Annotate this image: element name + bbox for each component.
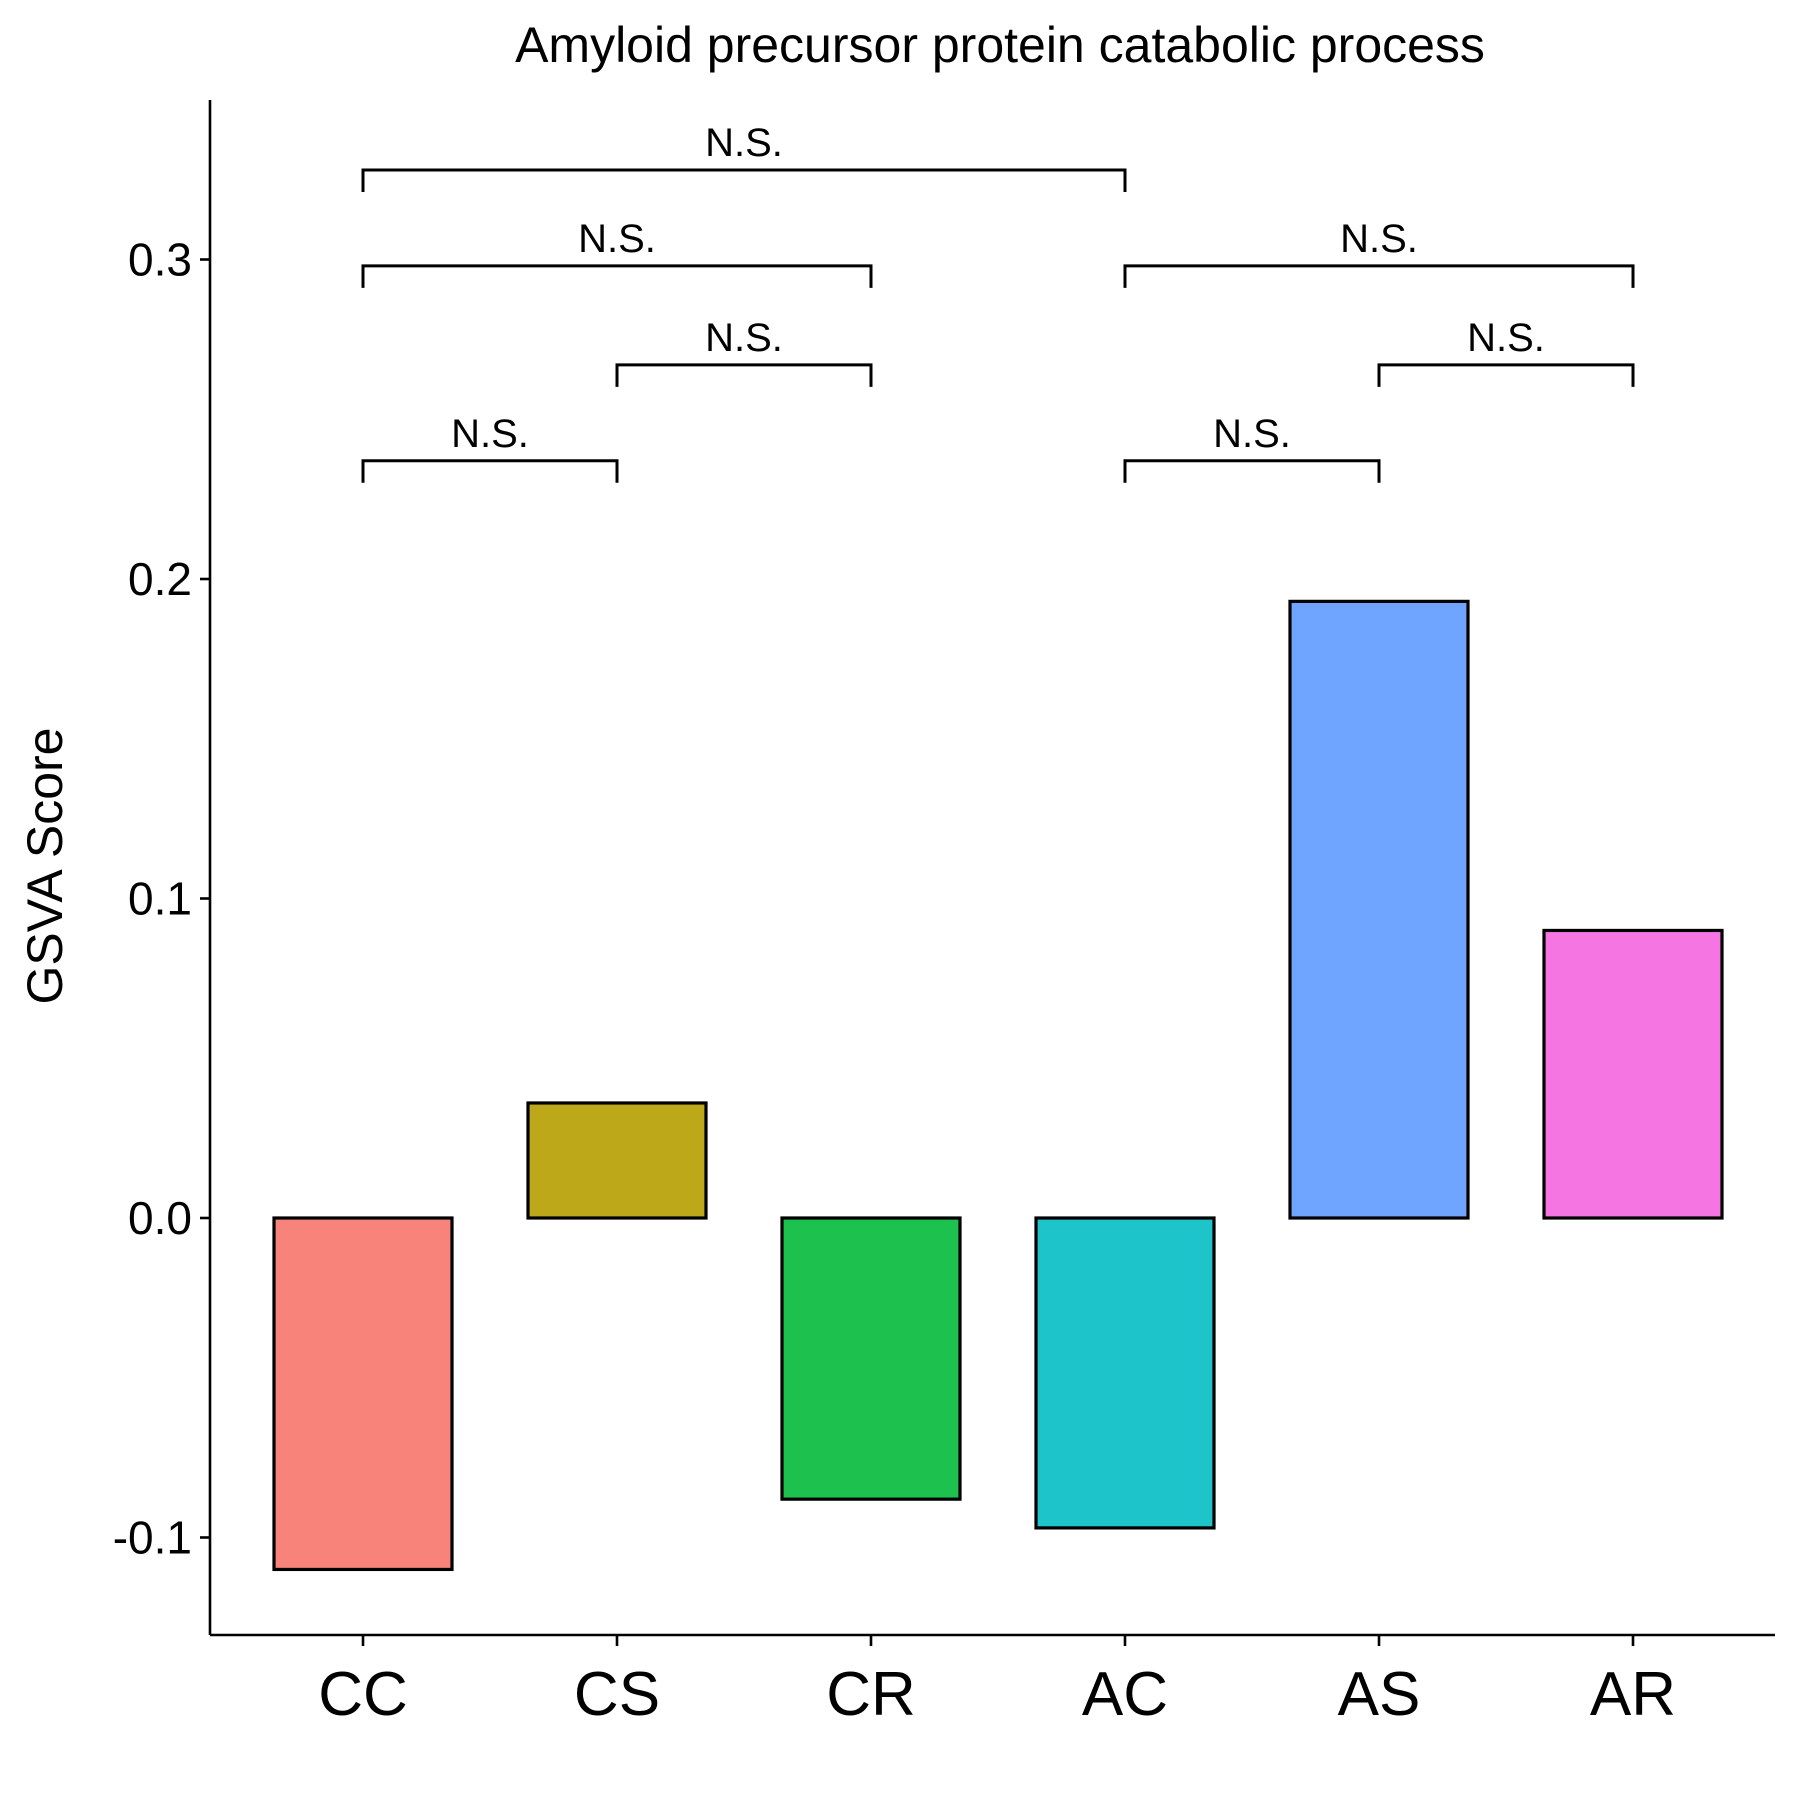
chart-title: Amyloid precursor protein catabolic proc…	[515, 17, 1485, 73]
bar-cs	[526, 1101, 708, 1220]
significance-label: N.S.	[1467, 316, 1545, 360]
y-tick-label: -0.1	[113, 1512, 192, 1564]
y-axis-label: GSVA Score	[17, 728, 73, 1005]
significance-bracket	[361, 264, 873, 288]
significance-bracket	[1123, 459, 1381, 483]
significance-bracket	[1377, 363, 1635, 387]
significance-bracket	[615, 363, 873, 387]
bar-ac	[1034, 1216, 1216, 1530]
y-tick-label: 0.1	[128, 873, 192, 925]
y-tick-label: 0.0	[128, 1192, 192, 1244]
significance-brackets: N.S. N.S. N.S. N.S. N.S. N.S. N.S.	[361, 121, 1635, 483]
bar-cr	[780, 1216, 962, 1501]
x-axis: CC CS CR AC AS AR	[210, 1633, 1775, 1729]
significance-label: N.S.	[451, 412, 529, 456]
x-tick-label-cc: CC	[318, 1660, 408, 1729]
x-tick-label-ac: AC	[1082, 1660, 1168, 1729]
bar-as	[1288, 599, 1470, 1220]
significance-bracket	[1123, 264, 1635, 288]
y-axis: -0.1 0.0 0.1 0.2 0.3	[113, 100, 212, 1635]
significance-label: N.S.	[1340, 217, 1418, 261]
bar-cc	[272, 1216, 454, 1572]
significance-label: N.S.	[705, 316, 783, 360]
y-tick-label: 0.3	[128, 234, 192, 286]
significance-bracket	[361, 168, 1127, 193]
x-tick-label-ar: AR	[1590, 1660, 1676, 1729]
significance-bracket	[361, 459, 619, 483]
significance-label: N.S.	[705, 121, 783, 165]
y-tick-label: 0.2	[128, 553, 192, 605]
bars-group	[272, 599, 1724, 1572]
significance-label: N.S.	[1213, 412, 1291, 456]
significance-label: N.S.	[578, 217, 656, 261]
bar-ar	[1542, 928, 1724, 1220]
x-tick-label-as: AS	[1338, 1660, 1421, 1729]
x-tick-label-cs: CS	[574, 1660, 660, 1729]
x-tick-label-cr: CR	[826, 1660, 916, 1729]
